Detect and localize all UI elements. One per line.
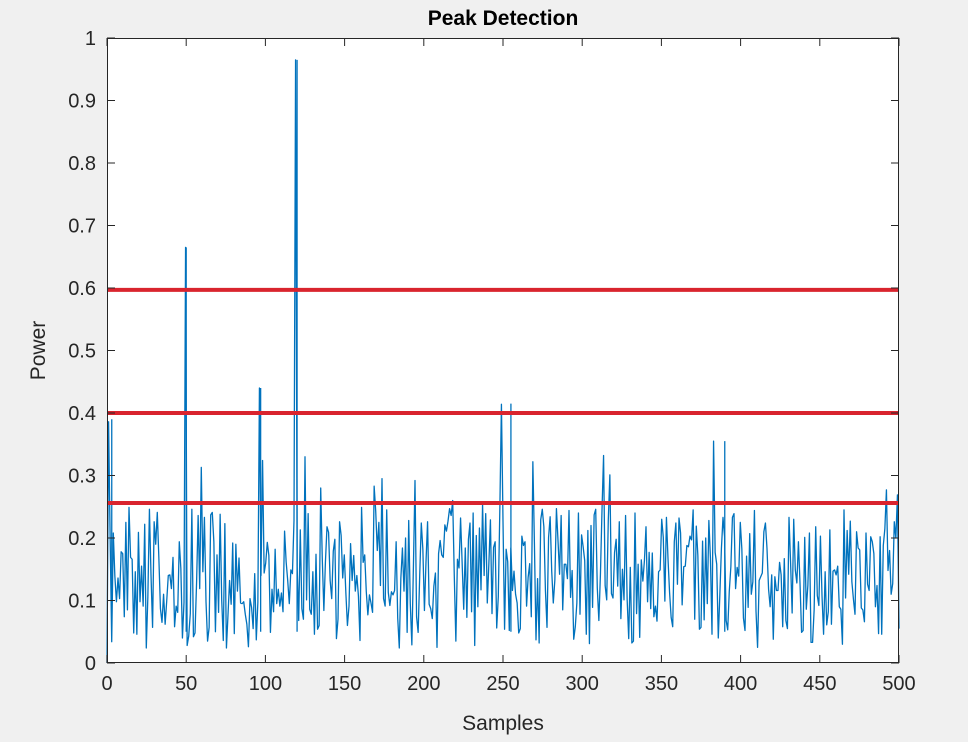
y-tick-label: 0.1: [68, 591, 96, 613]
y-tick-label: 1: [85, 28, 96, 50]
x-axis-title: Samples: [462, 712, 544, 735]
y-tick-label: 0.9: [68, 91, 96, 113]
x-tick-label: 450: [803, 673, 836, 695]
threshold-layer: [107, 287, 899, 505]
x-tick-label: 0: [101, 673, 112, 695]
x-tick-label: 300: [566, 673, 599, 695]
chart-title: Peak Detection: [428, 7, 579, 30]
y-axis-title: Power: [27, 321, 50, 381]
y-tick-label: 0.5: [68, 341, 96, 363]
y-tick-label: 0.7: [68, 216, 96, 238]
y-tick-label: 0.3: [68, 466, 96, 488]
series-layer: [106, 59, 900, 664]
x-tick-label: 150: [328, 673, 361, 695]
series-line-0: [106, 59, 900, 664]
y-tick-label: 0.6: [68, 278, 96, 300]
x-tick-label: 400: [724, 673, 757, 695]
y-tick-label: 0.4: [68, 403, 96, 425]
x-tick-label: 50: [175, 673, 197, 695]
x-tick-label: 350: [645, 673, 678, 695]
y-tick-label: 0.8: [68, 153, 96, 175]
x-tick-label: 250: [486, 673, 519, 695]
y-tick-label: 0.2: [68, 528, 96, 550]
x-tick-label: 500: [882, 673, 915, 695]
x-tick-label: 100: [249, 673, 282, 695]
tick-layer: 0 50 100 150 200 250 300 350 400 450 500 0 0.1 0.2 0.3…: [68, 28, 916, 695]
x-tick-label: 200: [407, 673, 440, 695]
y-tick-label: 0: [85, 653, 96, 675]
